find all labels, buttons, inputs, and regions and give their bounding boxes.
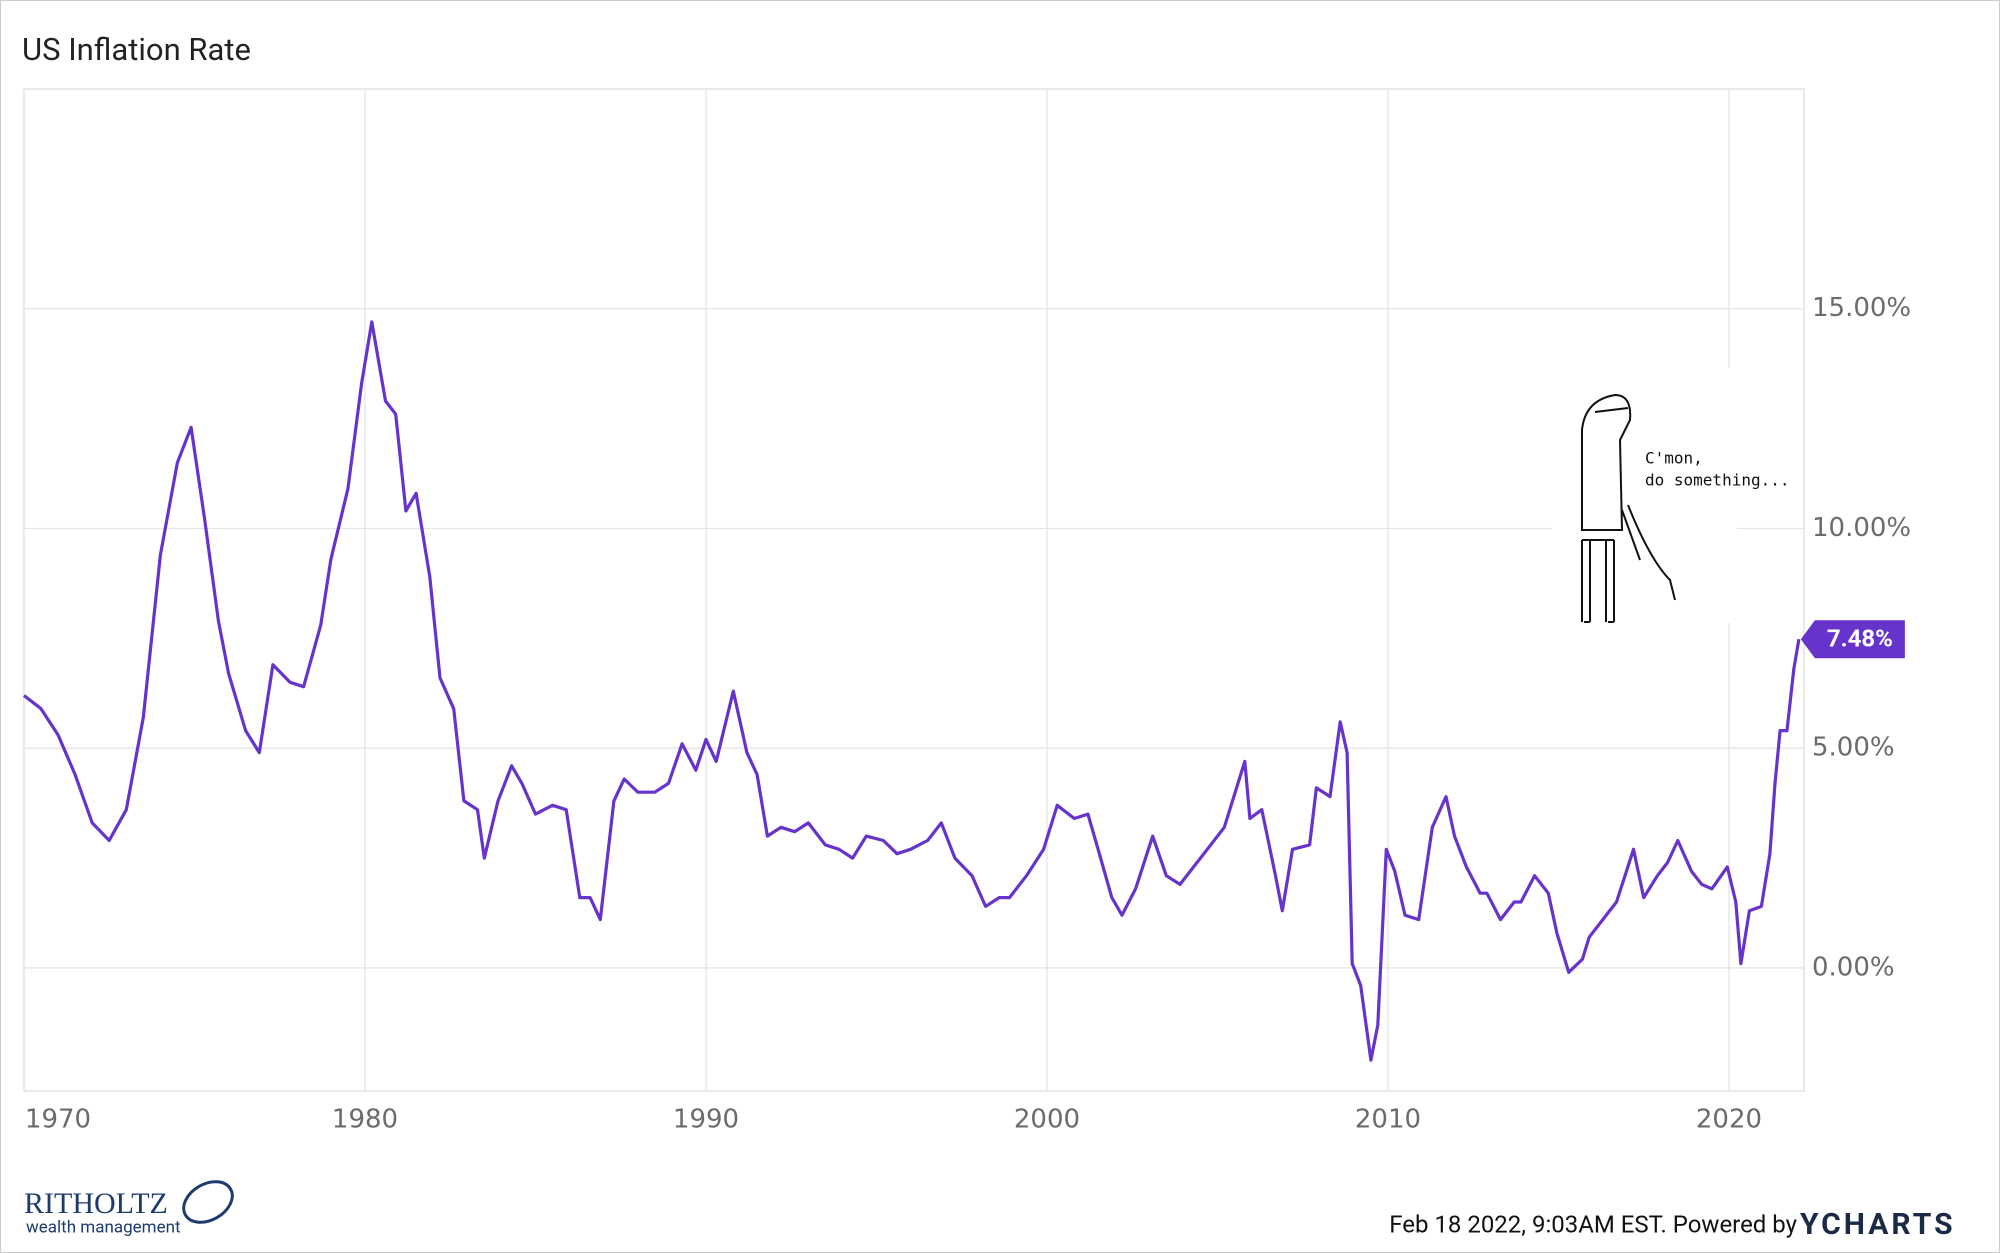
series (23, 320, 1801, 1062)
y-tick-label: 0.00% (1812, 952, 1895, 982)
y-tick-label: 15.00% (1812, 293, 1911, 323)
y-tick-label: 5.00% (1812, 733, 1895, 763)
footer-timestamp: Feb 18 2022, 9:03AM EST. Powered by (1389, 1210, 1797, 1238)
logo: RITHOLTZ wealth management (24, 1180, 234, 1237)
cartoon-bg (1552, 368, 1737, 623)
x-tick-label: 1990 (673, 1105, 739, 1135)
footer-brand: YCHARTS (1800, 1207, 1956, 1242)
logo-mark (182, 1180, 234, 1224)
grid (23, 89, 1804, 1091)
chart-title: US Inflation Rate (22, 31, 251, 68)
x-tick-label: 1980 (332, 1105, 398, 1135)
cartoon-text: do something... (1645, 471, 1790, 490)
x-tick-label: 1970 (25, 1105, 91, 1135)
x-tick-label: 2020 (1696, 1105, 1762, 1135)
y-tick-label: 10.00% (1812, 513, 1911, 543)
logo-sub: wealth management (26, 1217, 181, 1237)
value-tag (1800, 620, 1905, 659)
logo-name: RITHOLTZ (24, 1187, 168, 1220)
value-label: 7.48% (1827, 625, 1893, 653)
x-tick-label: 2000 (1014, 1105, 1080, 1135)
cartoon: C'mon, do something... (1552, 368, 1790, 623)
cartoon-text: C'mon, (1645, 449, 1703, 468)
line (23, 320, 1801, 1062)
x-tick-label: 2010 (1355, 1105, 1421, 1135)
cartoon-figure (1581, 393, 1676, 623)
